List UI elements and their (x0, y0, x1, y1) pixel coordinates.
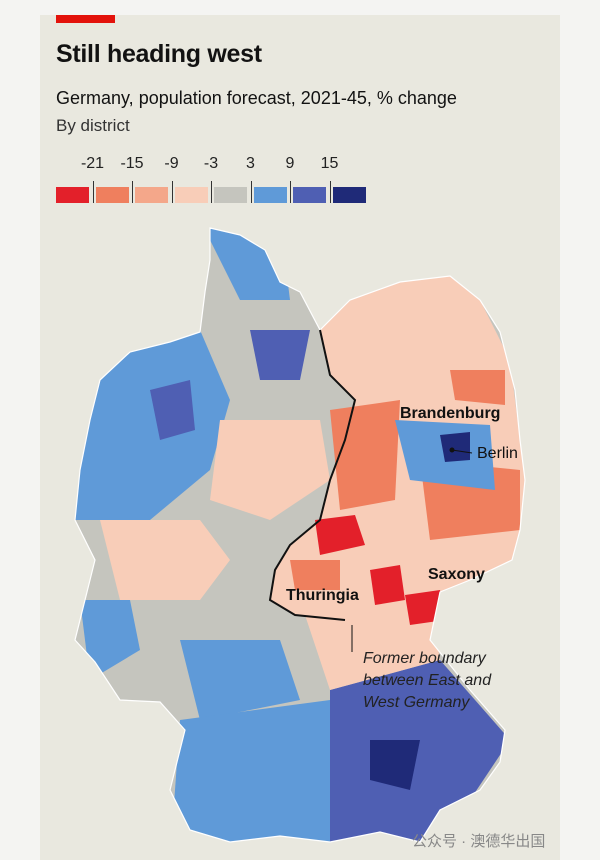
boundary-note: Former boundary between East and West Ge… (363, 648, 491, 714)
legend-tick-line (329, 181, 331, 203)
chart-subtitle-2: By district (56, 116, 130, 135)
label-saxony: Saxony (428, 566, 485, 583)
region-rhine-main (180, 640, 300, 720)
legend-swatch (214, 187, 247, 203)
legend-swatch (332, 187, 366, 203)
region-central-west (210, 420, 330, 520)
legend-tick-line (132, 181, 133, 203)
region-oldenburg (150, 380, 195, 440)
legend-tick-label: -21 (80, 155, 105, 172)
label-brandenburg: Brandenburg (400, 405, 501, 422)
legend-tick-line (250, 181, 252, 203)
boundary-note-line: between East and (363, 672, 492, 689)
legend-swatch (135, 187, 168, 203)
legend-swatch (293, 187, 326, 203)
berlin-leader (451, 449, 473, 454)
region-baden-wuerttemberg (170, 700, 340, 842)
legend-tick-line (290, 181, 291, 203)
region-berlin (440, 432, 470, 462)
chart-title: Still heading west (56, 40, 262, 68)
region-gera (370, 565, 405, 605)
region-rhineland (80, 600, 140, 680)
legend-tick-label: 3 (246, 155, 255, 172)
legend-tick-label: -3 (203, 155, 219, 172)
legend-tick-label: 9 (285, 155, 295, 172)
region-kyffhaeuser (315, 515, 365, 555)
region-munich (370, 740, 420, 790)
legend-swatch (95, 187, 129, 203)
brand-bar (56, 15, 115, 23)
region-hamburg (250, 330, 310, 380)
legend-tick-label: 15 (320, 155, 339, 172)
legend-swatch (56, 187, 89, 203)
region-franconia (300, 600, 440, 690)
label-berlin: Berlin (477, 445, 518, 462)
label-thuringia: Thuringia (286, 587, 359, 604)
region-uckermark (450, 370, 505, 405)
former-east-west-boundary (268, 329, 357, 621)
region-saxony-anhalt (330, 400, 400, 510)
legend-swatch (174, 187, 208, 203)
boundary-note-line: Former boundary (363, 650, 486, 667)
chart-subtitle: Germany, population forecast, 2021-45, %… (56, 88, 457, 108)
legend-tick-line (92, 181, 94, 203)
berlin-marker (449, 447, 455, 453)
legend-tick-label: -9 (164, 155, 179, 172)
region-bavaria-south (330, 660, 510, 842)
legend-tick-line (171, 181, 173, 203)
region-thuringia-west (290, 560, 340, 590)
legend-tick-label: -15 (120, 155, 144, 172)
boundary-note-line: West Germany (363, 694, 470, 711)
watermark: 公众号 · 澳德华出国 (412, 833, 546, 850)
legend-swatch (253, 187, 287, 203)
region-ruhr (100, 520, 230, 600)
legend-tick-line (211, 181, 212, 203)
